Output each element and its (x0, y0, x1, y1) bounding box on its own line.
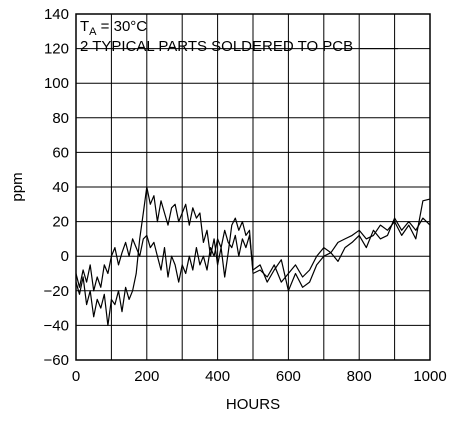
x-tick-label: 800 (347, 368, 372, 385)
y-tick-label: −20 (44, 283, 69, 300)
x-tick-label: 600 (276, 368, 301, 385)
plot-frame (75, 13, 431, 361)
y-tick-label: 120 (44, 41, 69, 58)
y-tick-label: −60 (44, 352, 69, 369)
x-tick-label: 0 (72, 368, 80, 385)
series-layer (75, 186, 431, 326)
x-axis-label: HOURS (226, 396, 280, 413)
series-line-1 (75, 186, 431, 326)
parts-annotation: 2 TYPICAL PARTS SOLDERED TO PCB (80, 38, 353, 55)
y-tick-label: 60 (52, 144, 69, 161)
y-tick-label: 0 (61, 248, 69, 265)
y-tick-label: 100 (44, 75, 69, 92)
y-tick-label: 80 (52, 110, 69, 127)
temperature-annotation-prefix: T (80, 18, 89, 35)
y-tick-label: 40 (52, 179, 69, 196)
series-line-2 (75, 217, 431, 292)
y-tick-label: 20 (52, 214, 69, 231)
temperature-annotation-subscript: A (89, 26, 97, 38)
x-tick-label: 200 (134, 368, 159, 385)
grid (76, 14, 430, 360)
temperature-annotation-suffix: = 30°C (97, 18, 148, 35)
x-tick-label: 1000 (413, 368, 446, 385)
y-axis-label: ppm (9, 172, 26, 201)
tick-labels: −60 −40 −20 0 20 40 60 80 100 120 140 0 200 400 600 800… (44, 6, 447, 385)
x-tick-label: 400 (205, 368, 230, 385)
temperature-annotation: TA = 30°C (80, 18, 147, 38)
y-tick-label: −40 (44, 317, 69, 334)
y-tick-label: 140 (44, 6, 69, 23)
